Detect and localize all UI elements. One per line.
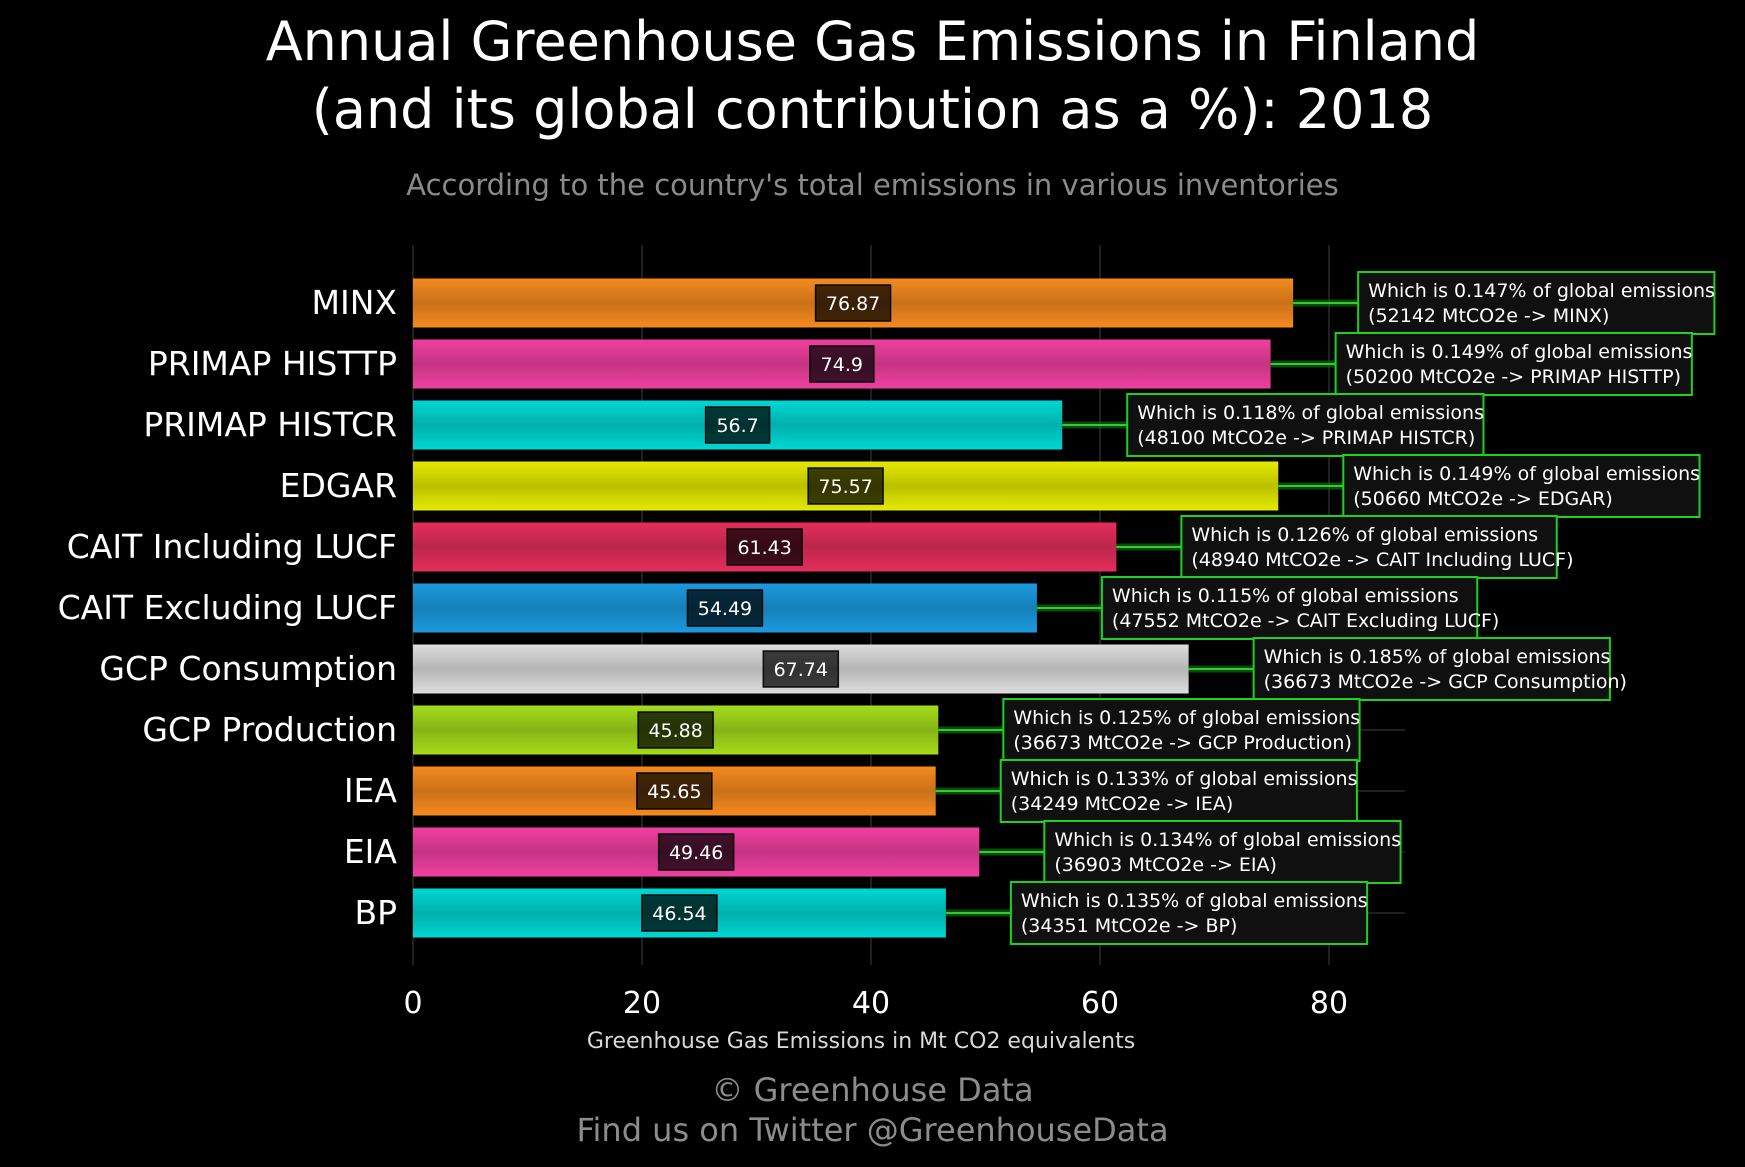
bars: 76.87 74.9 56.7 75.57 61.43 54.49 67.74 45.88 45… xyxy=(413,278,1294,938)
x-tick-label: 0 xyxy=(403,986,422,1021)
annotation-text: (47552 MtCO2e -> CAIT Excluding LUCF) xyxy=(1112,610,1499,632)
annotation-text: (34249 MtCO2e -> IEA) xyxy=(1011,793,1234,815)
annotation-text: (34351 MtCO2e -> BP) xyxy=(1021,915,1238,937)
value-label-box xyxy=(641,894,718,932)
annotation-text: Which is 0.133% of global emissions xyxy=(1011,768,1358,790)
bar-chart: 76.87 74.9 56.7 75.57 61.43 54.49 67.74 45.88 45… xyxy=(58,245,1716,1054)
chart-title-line2: (and its global contribution as a %): 20… xyxy=(311,78,1434,141)
value-label-box xyxy=(636,772,713,810)
annotation-box xyxy=(1252,637,1611,701)
annotation-text: (36673 MtCO2e -> GCP Consumption) xyxy=(1264,671,1627,693)
chart-title: Annual Greenhouse Gas Emissions in Finla… xyxy=(0,8,1745,144)
annotation-box xyxy=(1180,515,1558,579)
annotation-box xyxy=(1043,820,1402,884)
axes: 0 20 40 60 80 Greenhouse Gas Emissions in Mt … xyxy=(58,283,1349,1054)
value-label: 49.46 xyxy=(669,842,723,864)
annotation-text: Which is 0.185% of global emissions xyxy=(1264,646,1611,668)
annotation-text: Which is 0.118% of global emissions xyxy=(1137,402,1484,424)
annotation-text: Which is 0.125% of global emissions xyxy=(1013,707,1360,729)
annotation-text: (36903 MtCO2e -> EIA) xyxy=(1054,854,1277,876)
footer-copyright: © Greenhouse Data xyxy=(711,1071,1034,1109)
x-axis-label: Greenhouse Gas Emissions in Mt CO2 equiv… xyxy=(587,1029,1135,1054)
annotation-text: (52142 MtCO2e -> MINX) xyxy=(1368,305,1609,327)
value-label: 76.87 xyxy=(826,293,880,315)
y-tick-label: BP xyxy=(354,893,397,932)
annotation-text: (50200 MtCO2e -> PRIMAP HISTTP) xyxy=(1346,366,1681,388)
annotation-text: Which is 0.126% of global emissions xyxy=(1191,524,1538,546)
annotation-text: (48940 MtCO2e -> CAIT Including LUCF) xyxy=(1191,549,1573,571)
value-label-box xyxy=(762,650,840,688)
value-label: 54.49 xyxy=(698,598,752,620)
value-label-box xyxy=(809,345,875,383)
value-label: 67.74 xyxy=(774,659,828,681)
annotation-box xyxy=(1009,881,1369,945)
y-tick-label: GCP Consumption xyxy=(99,649,397,688)
y-tick-label: EIA xyxy=(344,832,398,871)
x-tick-label: 40 xyxy=(852,986,890,1021)
annotation-box xyxy=(1342,454,1701,518)
annotation-box xyxy=(1126,393,1485,457)
value-label-box xyxy=(686,589,764,627)
value-label-box xyxy=(657,833,735,871)
annotation-text: (48100 MtCO2e -> PRIMAP HISTCR) xyxy=(1137,427,1475,449)
value-label: 56.7 xyxy=(716,415,758,437)
annotation-box xyxy=(1357,271,1716,335)
value-label: 75.57 xyxy=(818,476,872,498)
value-label: 45.88 xyxy=(648,720,702,742)
y-tick-label: PRIMAP HISTTP xyxy=(148,344,397,383)
annotation-text: Which is 0.135% of global emissions xyxy=(1021,890,1368,912)
annotation-text: Which is 0.115% of global emissions xyxy=(1112,585,1459,607)
x-tick-label: 20 xyxy=(623,986,661,1021)
annotation-text: Which is 0.147% of global emissions xyxy=(1368,280,1715,302)
y-tick-label: IEA xyxy=(344,771,398,810)
footer: © Greenhouse Data Find us on Twitter @Gr… xyxy=(0,1070,1745,1150)
value-label: 45.65 xyxy=(647,781,701,803)
value-label-box xyxy=(704,406,771,444)
y-tick-label: GCP Production xyxy=(142,710,397,749)
y-tick-label: CAIT Including LUCF xyxy=(67,527,397,566)
annotation-text: Which is 0.149% of global emissions xyxy=(1353,463,1700,485)
chart-title-line1: Annual Greenhouse Gas Emissions in Finla… xyxy=(265,10,1480,73)
annotation-text: Which is 0.149% of global emissions xyxy=(1346,341,1693,363)
y-tick-label: EDGAR xyxy=(280,466,397,505)
value-label: 46.54 xyxy=(652,903,706,925)
annotation-text: Which is 0.134% of global emissions xyxy=(1054,829,1401,851)
annotation-box xyxy=(1334,332,1693,396)
value-label-box xyxy=(807,467,884,505)
value-label-box xyxy=(814,284,892,322)
value-label: 74.9 xyxy=(821,354,863,376)
y-tick-label: CAIT Excluding LUCF xyxy=(58,588,397,627)
y-tick-label: MINX xyxy=(312,283,398,322)
chart-subtitle: According to the country's total emissio… xyxy=(406,168,1339,202)
annotations: Which is 0.147% of global emissions (5214… xyxy=(935,271,1716,945)
footer-twitter: Find us on Twitter @GreenhouseData xyxy=(576,1111,1169,1149)
value-label: 61.43 xyxy=(737,537,791,559)
x-tick-label: 80 xyxy=(1310,986,1348,1021)
value-label-box xyxy=(637,711,714,749)
x-tick-label: 60 xyxy=(1081,986,1119,1021)
annotation-text: (50660 MtCO2e -> EDGAR) xyxy=(1353,488,1613,510)
annotation-text: (36673 MtCO2e -> GCP Production) xyxy=(1013,732,1352,754)
annotation-box xyxy=(999,759,1358,823)
annotation-box xyxy=(1100,576,1479,640)
value-label-box xyxy=(726,528,803,566)
annotation-box xyxy=(1002,698,1361,762)
y-tick-label: PRIMAP HISTCR xyxy=(143,405,397,444)
